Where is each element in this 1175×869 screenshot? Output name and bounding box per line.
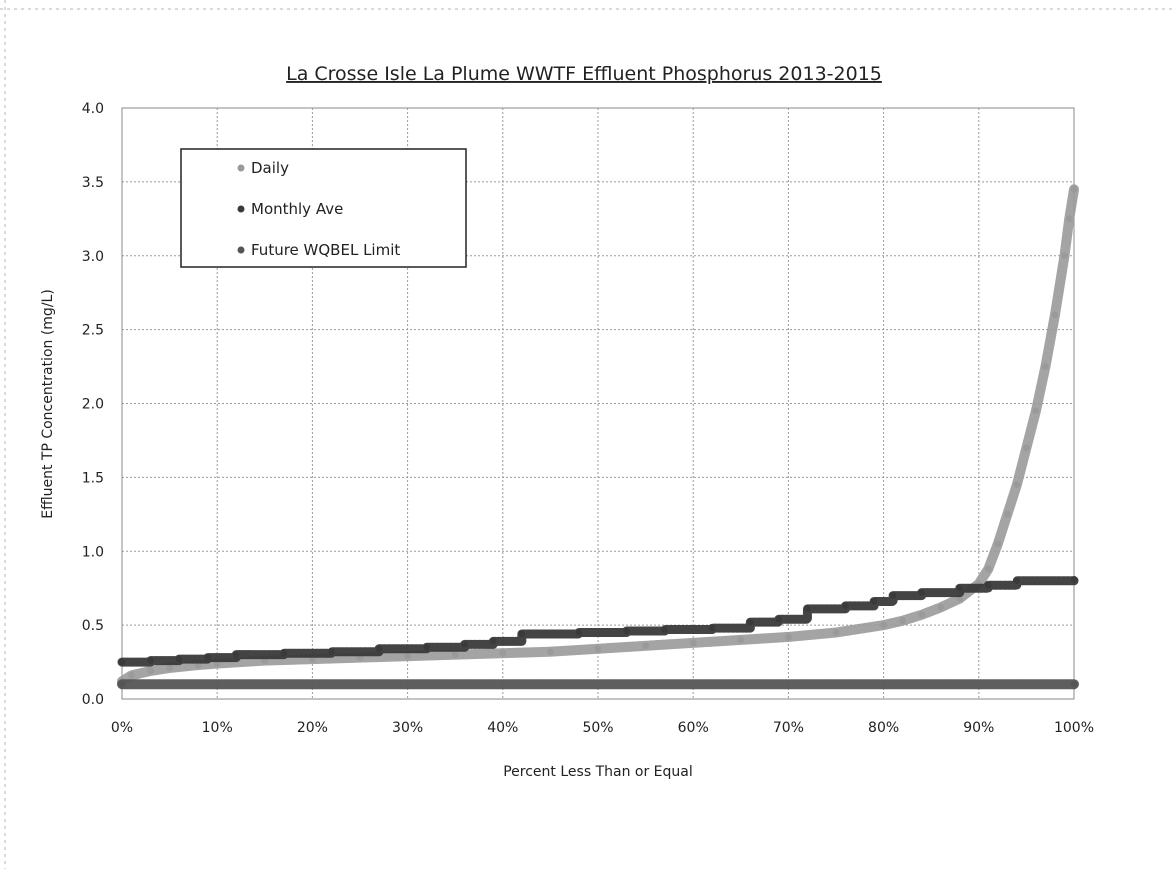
data-point bbox=[204, 654, 211, 661]
data-point bbox=[166, 664, 174, 672]
legend: Daily Monthly Ave Future WQBEL Limit bbox=[180, 148, 467, 268]
data-point bbox=[737, 636, 745, 644]
legend-label-future-wqbel-limit: Future WQBEL Limit bbox=[251, 241, 400, 259]
data-point bbox=[1051, 311, 1059, 319]
y-tick-label: 0.5 bbox=[82, 618, 104, 634]
chart-title: La Crosse Isle La Plume WWTF Effluent Ph… bbox=[286, 63, 882, 85]
data-point bbox=[785, 633, 792, 641]
data-point bbox=[1061, 252, 1068, 260]
x-tick-label: 10% bbox=[202, 720, 233, 736]
data-point bbox=[918, 611, 926, 619]
data-point bbox=[1070, 681, 1078, 688]
series-monthly-ave bbox=[117, 574, 1079, 667]
data-point bbox=[775, 616, 783, 623]
legend-marker-future-wqbel-limit bbox=[237, 246, 245, 254]
data-point bbox=[880, 621, 887, 629]
data-point bbox=[128, 671, 135, 679]
plot-border bbox=[121, 107, 1075, 700]
data-point bbox=[842, 602, 849, 610]
x-tick-label: 70% bbox=[773, 720, 804, 736]
x-tick-label: 60% bbox=[678, 720, 709, 736]
data-point bbox=[1032, 407, 1040, 415]
y-tick-label: 1.0 bbox=[82, 544, 104, 560]
y-tick-label: 0.0 bbox=[82, 692, 104, 708]
y-tick-label: 3.0 bbox=[82, 249, 104, 265]
data-point bbox=[832, 629, 840, 636]
data-point bbox=[451, 651, 459, 659]
x-tick-label: 80% bbox=[868, 720, 899, 736]
data-point bbox=[709, 624, 716, 632]
x-tick-label: 40% bbox=[487, 720, 518, 736]
data-point bbox=[147, 667, 154, 675]
data-point bbox=[918, 589, 925, 596]
series-layer bbox=[117, 184, 1079, 690]
data-point bbox=[404, 652, 411, 660]
data-point bbox=[280, 649, 288, 657]
data-point bbox=[1065, 215, 1073, 223]
x-tick-label: 30% bbox=[392, 720, 423, 736]
data-point bbox=[1070, 185, 1078, 193]
data-point bbox=[747, 618, 754, 626]
x-tick-label: 20% bbox=[297, 720, 328, 736]
data-point bbox=[1023, 444, 1030, 452]
series-trace bbox=[117, 184, 1079, 687]
plot-area bbox=[117, 107, 1079, 700]
data-point bbox=[899, 617, 907, 625]
data-point bbox=[423, 644, 430, 651]
x-tick-label: 0% bbox=[111, 720, 133, 736]
data-point bbox=[575, 629, 583, 636]
y-tick-label: 1.5 bbox=[82, 470, 104, 486]
legend-marker-daily bbox=[237, 164, 245, 172]
gridlines bbox=[122, 108, 1074, 699]
data-point bbox=[661, 626, 668, 633]
y-axis-label: Effluent TP Concentration (mg/L) bbox=[40, 289, 56, 519]
data-point bbox=[1070, 576, 1078, 583]
data-point bbox=[1013, 481, 1021, 489]
data-point bbox=[623, 627, 630, 635]
data-point bbox=[175, 655, 183, 663]
data-point bbox=[147, 657, 154, 664]
x-axis-ticks: 0% 10% 20% 30% 40% 50% 60% 70% 80% 90% 100% bbox=[111, 720, 1094, 736]
legend-marker-monthly-ave bbox=[237, 205, 245, 213]
data-point bbox=[547, 648, 554, 656]
x-axis-label: Percent Less Than or Equal bbox=[503, 764, 693, 780]
x-tick-label: 50% bbox=[582, 720, 613, 736]
data-point bbox=[889, 592, 897, 599]
y-axis-ticks: 0.0 0.5 1.0 1.5 2.0 2.5 3.0 3.5 4.0 bbox=[82, 101, 104, 708]
x-tick-label: 100% bbox=[1054, 720, 1094, 736]
y-tick-label: 4.0 bbox=[82, 101, 104, 117]
data-point bbox=[118, 658, 126, 666]
data-point bbox=[233, 651, 240, 658]
y-tick-label: 2.0 bbox=[82, 397, 104, 413]
data-point bbox=[118, 681, 126, 688]
data-point bbox=[518, 630, 526, 638]
data-point bbox=[328, 648, 335, 655]
data-point bbox=[937, 603, 945, 611]
data-point bbox=[956, 584, 963, 592]
data-point bbox=[1003, 510, 1011, 518]
data-point bbox=[804, 605, 811, 613]
data-point bbox=[594, 645, 602, 653]
data-point bbox=[642, 642, 649, 650]
x-tick-label: 90% bbox=[963, 720, 994, 736]
data-point bbox=[870, 598, 878, 605]
data-point bbox=[499, 649, 507, 657]
legend-label-daily: Daily bbox=[251, 159, 289, 177]
data-point bbox=[1013, 577, 1021, 584]
y-tick-label: 3.5 bbox=[82, 175, 104, 191]
data-point bbox=[994, 540, 1002, 548]
data-point bbox=[1042, 363, 1049, 370]
data-point bbox=[461, 641, 468, 648]
data-point bbox=[689, 639, 697, 647]
data-point bbox=[984, 565, 992, 573]
series-future-wqbel-limit bbox=[117, 679, 1079, 690]
data-point bbox=[985, 582, 992, 589]
y-tick-label: 2.5 bbox=[82, 323, 104, 339]
data-point bbox=[375, 645, 383, 652]
data-point bbox=[490, 638, 497, 645]
legend-box bbox=[180, 148, 467, 268]
legend-label-monthly-ave: Monthly Ave bbox=[251, 200, 343, 218]
